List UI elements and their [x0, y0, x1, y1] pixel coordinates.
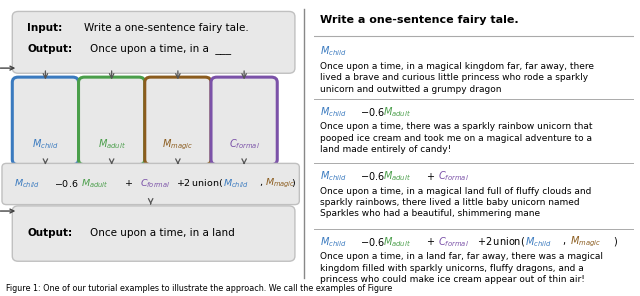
Text: Write a one-sentence fairy tale.: Write a one-sentence fairy tale. — [320, 15, 518, 25]
Text: $+ 2\,\mathrm{union}($: $+ 2\,\mathrm{union}($ — [175, 178, 223, 189]
Text: $+2\,\mathrm{union}($: $+2\,\mathrm{union}($ — [477, 235, 525, 248]
Text: $\mathit{M}_{\mathit{adult}}$: $\mathit{M}_{\mathit{adult}}$ — [98, 138, 125, 152]
Text: $-0.6$: $-0.6$ — [360, 106, 385, 118]
Text: $-0.6$: $-0.6$ — [360, 170, 385, 182]
Text: $\mathit{C}_{\mathit{formal}}$: $\mathit{C}_{\mathit{formal}}$ — [228, 138, 260, 152]
Text: Write a one-sentence fairy tale.: Write a one-sentence fairy tale. — [84, 23, 249, 33]
FancyBboxPatch shape — [211, 77, 277, 165]
Text: $\mathit{M}_{\mathit{child}}$: $\mathit{M}_{\mathit{child}}$ — [320, 169, 347, 183]
Text: $+$: $+$ — [124, 178, 133, 189]
Text: $\mathit{C}_{\mathit{formal}}$: $\mathit{C}_{\mathit{formal}}$ — [438, 169, 469, 183]
Text: $\mathit{M}_{\mathit{child}}$: $\mathit{M}_{\mathit{child}}$ — [32, 138, 59, 152]
Text: $- 0.6$: $- 0.6$ — [54, 178, 78, 189]
Text: $\mathit{M}_{\mathit{child}}$: $\mathit{M}_{\mathit{child}}$ — [223, 177, 249, 190]
Text: $\mathit{M}_{\mathit{child}}$: $\mathit{M}_{\mathit{child}}$ — [14, 177, 40, 190]
Text: Input:: Input: — [27, 23, 62, 33]
Text: $\mathit{M}_{\mathit{adult}}$: $\mathit{M}_{\mathit{adult}}$ — [383, 105, 412, 119]
Text: $\mathit{M}_{\mathit{adult}}$: $\mathit{M}_{\mathit{adult}}$ — [383, 169, 412, 183]
Text: Once upon a time, in a land: Once upon a time, in a land — [90, 228, 235, 238]
Text: $\mathit{M}_{\mathit{adult}}$: $\mathit{M}_{\mathit{adult}}$ — [383, 235, 412, 249]
Text: $+$: $+$ — [426, 171, 435, 182]
Text: $\mathit{M}_{\mathit{magic}}$: $\mathit{M}_{\mathit{magic}}$ — [163, 137, 193, 152]
FancyBboxPatch shape — [12, 77, 79, 165]
Text: Once upon a time, in a  ___: Once upon a time, in a ___ — [90, 43, 232, 54]
FancyBboxPatch shape — [12, 12, 295, 73]
Text: Figure 1: One of our tutorial examples to illustrate the approach. We call the e: Figure 1: One of our tutorial examples t… — [6, 284, 393, 293]
Text: $)$: $)$ — [291, 178, 296, 189]
Text: $-0.6$: $-0.6$ — [360, 236, 385, 248]
Text: $)$: $)$ — [613, 235, 618, 248]
FancyBboxPatch shape — [12, 206, 295, 261]
Text: $\mathit{M}_{\mathit{magic}}$: $\mathit{M}_{\mathit{magic}}$ — [570, 235, 601, 249]
FancyBboxPatch shape — [79, 77, 145, 165]
Text: $,$: $,$ — [259, 179, 263, 188]
Text: $\mathit{C}_{\mathit{formal}}$: $\mathit{C}_{\mathit{formal}}$ — [438, 235, 469, 249]
Text: Output:: Output: — [27, 228, 72, 238]
Text: Output:: Output: — [27, 44, 72, 54]
Text: $\mathit{M}_{\mathit{adult}}$: $\mathit{M}_{\mathit{adult}}$ — [81, 177, 109, 190]
Text: $\mathit{M}_{\mathit{child}}$: $\mathit{M}_{\mathit{child}}$ — [320, 105, 347, 119]
Text: $\mathit{M}_{\mathit{magic}}$: $\mathit{M}_{\mathit{magic}}$ — [266, 177, 296, 190]
FancyBboxPatch shape — [145, 77, 211, 165]
Text: Once upon a time, in a land far, far away, there was a magical
kingdom filled wi: Once upon a time, in a land far, far awa… — [320, 252, 603, 284]
Text: Once upon a time, in a magical kingdom far, far away, there
lived a brave and cu: Once upon a time, in a magical kingdom f… — [320, 62, 594, 94]
Text: $\mathit{M}_{\mathit{child}}$: $\mathit{M}_{\mathit{child}}$ — [525, 235, 552, 249]
Text: Once upon a time, in a magical land full of fluffy clouds and
sparkly rainbows, : Once upon a time, in a magical land full… — [320, 186, 591, 218]
Text: $,$: $,$ — [562, 237, 566, 247]
FancyBboxPatch shape — [2, 163, 300, 205]
Text: $\mathit{C}_{\mathit{formal}}$: $\mathit{C}_{\mathit{formal}}$ — [140, 177, 170, 190]
Text: Once upon a time, there was a sparkly rainbow unicorn that
pooped ice cream and : Once upon a time, there was a sparkly ra… — [320, 122, 593, 154]
Text: $\mathit{M}_{\mathit{child}}$: $\mathit{M}_{\mathit{child}}$ — [320, 235, 347, 249]
Text: $\mathit{M}_{\mathit{child}}$: $\mathit{M}_{\mathit{child}}$ — [320, 44, 347, 58]
Text: $+$: $+$ — [426, 237, 435, 247]
